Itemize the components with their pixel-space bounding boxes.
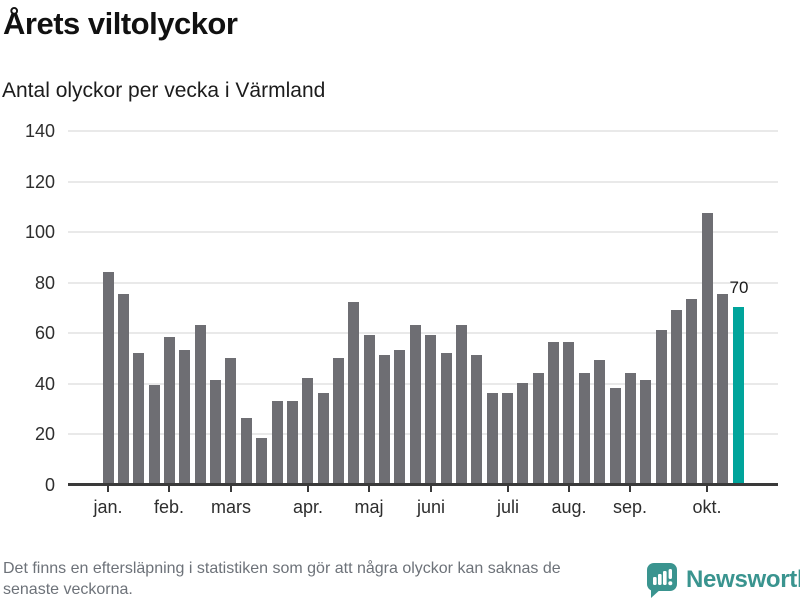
bar (686, 299, 697, 484)
x-tick-apr (307, 486, 309, 492)
y-tick-label: 20 (34, 424, 55, 444)
bar (640, 380, 651, 484)
bar (225, 358, 236, 484)
bar (441, 353, 452, 484)
chart-subtitle: Antal olyckor per vecka i Värmland (2, 79, 326, 102)
y-tick-label: 60 (34, 323, 55, 343)
y-tick-label: 0 (44, 475, 55, 495)
bar (210, 380, 221, 484)
x-tick-label: aug. (551, 497, 587, 517)
bar (118, 294, 129, 484)
bar (394, 350, 405, 484)
bar (379, 355, 390, 484)
bar (133, 353, 144, 484)
page-title: Årets viltolyckor (3, 6, 238, 41)
bar (164, 337, 175, 484)
bar (318, 393, 329, 484)
y-tick-label: 40 (34, 374, 55, 394)
footer-note-line1: Det finns en eftersläpning i statistiken… (3, 560, 561, 577)
bar (548, 342, 559, 484)
bar (594, 360, 605, 484)
footer-note: Det finns en eftersläpning i statistiken… (3, 558, 633, 600)
bar (149, 385, 160, 484)
gridline-80 (68, 282, 778, 284)
bar (717, 294, 728, 484)
x-tick-feb (168, 486, 170, 492)
bar (563, 342, 574, 484)
bar (625, 373, 636, 484)
bar (502, 393, 513, 484)
x-tick-label: sep. (612, 497, 648, 517)
bar (702, 213, 713, 484)
brand-logo: Newsworthy (646, 560, 800, 600)
bar (103, 272, 114, 484)
x-tick-label: jan. (93, 497, 123, 517)
x-axis-line (68, 483, 778, 486)
bar (517, 383, 528, 484)
bar-highlighted (733, 307, 744, 484)
x-tick-aug (568, 486, 570, 492)
highlight-value-label: 70 (729, 278, 749, 297)
y-tick-label: 100 (24, 222, 55, 242)
gridline-20 (68, 433, 778, 435)
newsworthy-chart-bubble-icon (646, 562, 679, 599)
bar (333, 358, 344, 484)
y-tick-label: 120 (24, 172, 55, 192)
x-tick-label: juni (416, 497, 446, 517)
gridline-140 (68, 130, 778, 132)
y-tick-label: 140 (24, 121, 55, 141)
bar (456, 325, 467, 484)
x-tick-label: maj (354, 497, 384, 517)
x-tick-okt (706, 486, 708, 492)
bar-chart: jan. feb. mars apr. maj juni juli aug. sep. okt. 7… (68, 130, 778, 517)
bar (487, 393, 498, 484)
bar (287, 401, 298, 484)
x-tick-label: feb. (153, 497, 185, 517)
bar (241, 418, 252, 484)
bar (533, 373, 544, 484)
y-tick-label: 80 (34, 273, 55, 293)
footer-note-line2: senaste veckorna. (3, 581, 133, 598)
x-tick-mars (230, 486, 232, 492)
bar (272, 401, 283, 484)
bar (364, 335, 375, 484)
x-tick-sep (629, 486, 631, 492)
bar (256, 438, 267, 484)
brand-name: Newsworthy (686, 566, 800, 593)
bar (179, 350, 190, 484)
bar (195, 325, 206, 484)
x-tick-maj (368, 486, 370, 492)
gridline-100 (68, 231, 778, 233)
x-tick-juli (507, 486, 509, 492)
bar (579, 373, 590, 484)
gridline-120 (68, 181, 778, 183)
bar (425, 335, 436, 484)
x-tick-label: apr. (292, 497, 324, 517)
bar (656, 330, 667, 484)
bar (471, 355, 482, 484)
bar (348, 302, 359, 484)
x-tick-jan (107, 486, 109, 492)
gridline-60 (68, 332, 778, 334)
x-tick-juni (430, 486, 432, 492)
bar (302, 378, 313, 484)
x-tick-label: juli (496, 497, 519, 517)
x-tick-label: mars (211, 497, 251, 517)
bar (410, 325, 421, 484)
gridline-40 (68, 383, 778, 385)
bar (671, 310, 682, 484)
x-tick-label: okt. (692, 497, 722, 517)
bar (610, 388, 621, 484)
